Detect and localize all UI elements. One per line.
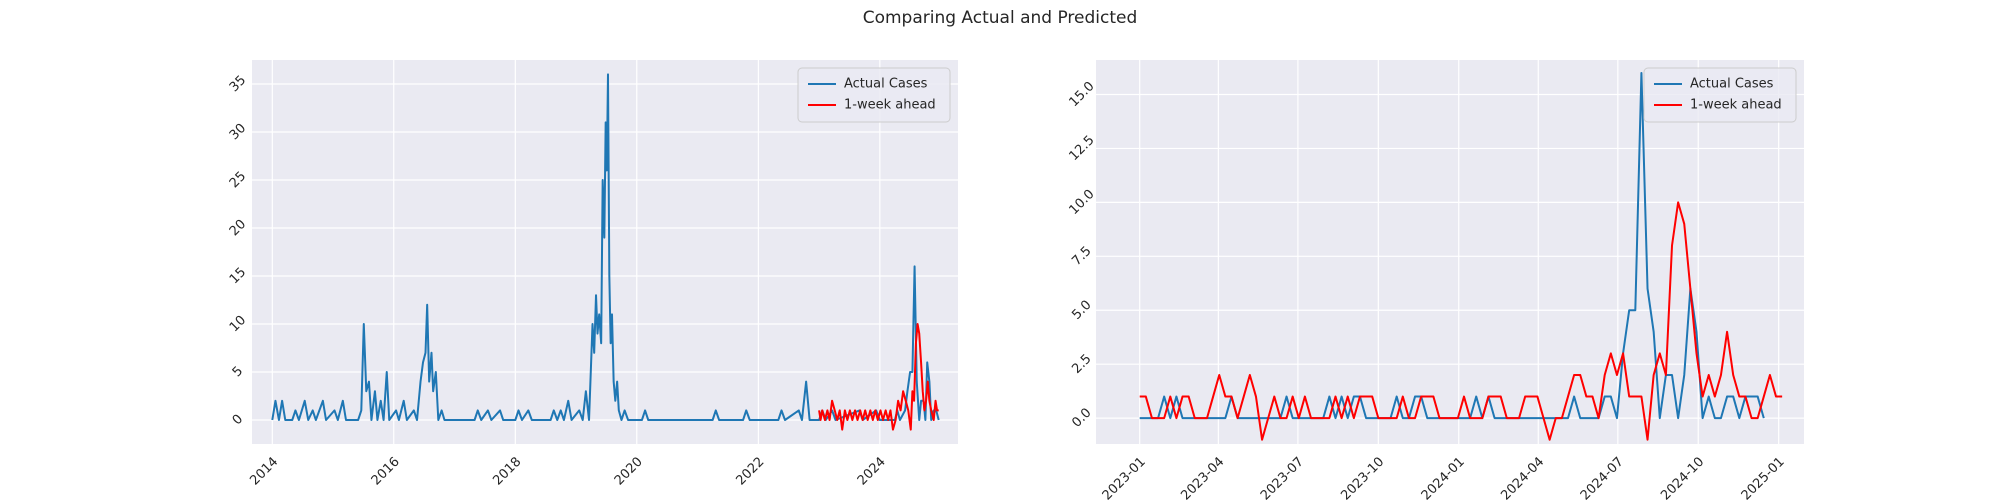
x-tick-label: 2018 bbox=[490, 454, 524, 488]
y-tick-label: 5 bbox=[230, 364, 246, 380]
x-tick-label: 2023-04 bbox=[1178, 454, 1227, 500]
y-tick-label: 30 bbox=[227, 121, 249, 143]
chart-actual-vs-predicted-full: 0 5 10 15 20 25 30 35 2014 2016 2018 2020 2022 2024 Ac… bbox=[227, 60, 958, 488]
figure-title: Comparing Actual and Predicted bbox=[862, 8, 1138, 28]
x-tick-label: 2014 bbox=[247, 454, 281, 488]
legend: Actual Cases 1-week ahead bbox=[797, 67, 951, 123]
y-tick-label: 10.0 bbox=[1066, 187, 1097, 218]
x-tick-label: 2024-07 bbox=[1578, 454, 1627, 500]
legend-label: 1-week ahead bbox=[844, 98, 936, 113]
legend-label: Actual Cases bbox=[1690, 77, 1774, 92]
legend-label: 1-week ahead bbox=[1690, 98, 1782, 113]
x-tick-label: 2020 bbox=[612, 454, 646, 488]
y-tick-label: 7.5 bbox=[1069, 244, 1094, 269]
x-tick-label: 2024-01 bbox=[1419, 454, 1468, 500]
x-tick-label: 2023-10 bbox=[1338, 454, 1387, 500]
y-tick-label: 12.5 bbox=[1066, 133, 1097, 164]
series-one-week-ahead bbox=[1139, 201, 1783, 441]
y-tick-label: 15 bbox=[227, 265, 249, 287]
y-tick-label: 20 bbox=[227, 217, 249, 239]
y-tick-label: 5.0 bbox=[1069, 298, 1094, 323]
x-tick-label: 2023-07 bbox=[1258, 454, 1307, 500]
chart-actual-vs-predicted-recent: 0.0 2.5 5.0 7.5 10.0 12.5 15.0 2023-01 2023-04 20… bbox=[1066, 60, 1804, 500]
x-tick-label: 2025-01 bbox=[1739, 454, 1788, 500]
x-tick-label: 2024-10 bbox=[1658, 454, 1707, 500]
series-line bbox=[818, 323, 939, 431]
legend-label: Actual Cases bbox=[844, 77, 928, 92]
y-tick-label: 15.0 bbox=[1066, 79, 1097, 110]
y-tick-label: 0.0 bbox=[1069, 405, 1094, 430]
y-tick-label: 35 bbox=[227, 73, 249, 95]
x-tick-label: 2022 bbox=[733, 454, 767, 488]
series-one-week-ahead bbox=[818, 323, 939, 431]
x-tick-label: 2023-01 bbox=[1100, 454, 1149, 500]
y-tick-label: 10 bbox=[227, 313, 249, 335]
x-tick-label: 2024 bbox=[855, 454, 889, 488]
y-tick-label: 0 bbox=[230, 412, 246, 428]
x-tick-label: 2024-04 bbox=[1498, 454, 1547, 500]
legend-box bbox=[797, 67, 951, 123]
y-tick-label: 2.5 bbox=[1069, 352, 1094, 377]
y-tick-label: 25 bbox=[227, 169, 249, 191]
legend-box bbox=[1643, 67, 1797, 123]
series-line bbox=[1139, 201, 1783, 441]
legend: Actual Cases 1-week ahead bbox=[1643, 67, 1797, 123]
x-tick-label: 2016 bbox=[369, 454, 403, 488]
